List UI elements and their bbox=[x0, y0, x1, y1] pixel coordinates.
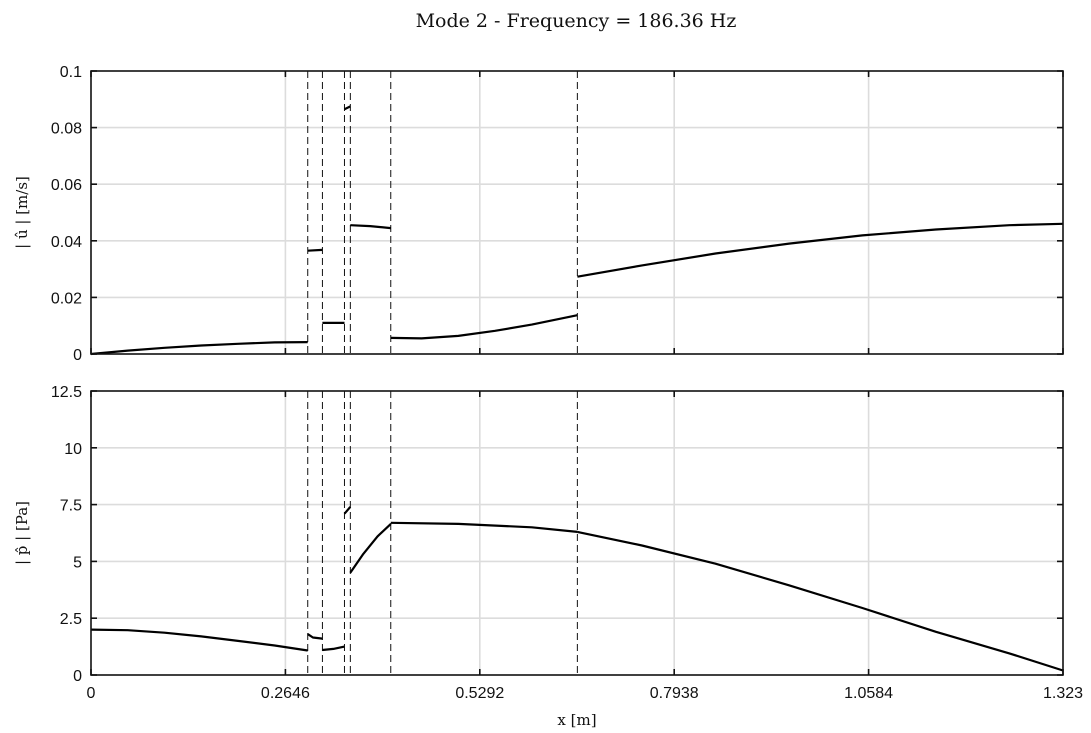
data-series-segment bbox=[307, 248, 323, 252]
data-series-segment bbox=[90, 341, 308, 356]
x-tick-label: 0.5292 bbox=[455, 685, 504, 702]
data-series-segment bbox=[322, 645, 345, 652]
data-series-segment bbox=[343, 506, 352, 515]
y-axis-label: | û | [m/s] bbox=[13, 176, 31, 249]
x-tick-label: 0.2646 bbox=[261, 685, 310, 702]
y-tick-label: 12.5 bbox=[51, 384, 82, 401]
y-tick-label: 0.04 bbox=[51, 234, 82, 251]
x-tick-label: 1.323 bbox=[1043, 685, 1083, 702]
x-tick-label: 0.7938 bbox=[650, 685, 699, 702]
data-series-segment bbox=[577, 222, 1064, 278]
chart-panels: 0 0.02 0.04 0.06 0.08 0.1 | û | [m/s] 0 0.2646 0.… bbox=[13, 64, 1083, 729]
y-axis-label: | p̂ | [Pa] bbox=[13, 501, 31, 565]
x-tick-label: 1.0584 bbox=[844, 685, 893, 702]
y-tick-label: 0 bbox=[73, 347, 82, 364]
y-tick-label: 0 bbox=[73, 668, 82, 685]
y-tick-label: 0.08 bbox=[51, 121, 82, 138]
data-series-segment bbox=[90, 628, 308, 652]
data-series-segment bbox=[350, 224, 391, 230]
y-tick-label: 7.5 bbox=[60, 498, 82, 515]
pressure-panel: 0 0.2646 0.5292 0.7938 1.0584 1.323 0 2.5 5 7.5 10… bbox=[13, 384, 1083, 729]
data-series-segment bbox=[344, 105, 351, 111]
y-tick-label: 0.1 bbox=[60, 64, 82, 81]
data-series-segment bbox=[307, 633, 323, 640]
axes-frame bbox=[90, 70, 1064, 355]
y-tick-label: 2.5 bbox=[60, 611, 82, 628]
x-tick-label: 0 bbox=[87, 685, 96, 702]
x-axis-label: x [m] bbox=[557, 711, 596, 729]
y-tick-label: 0.06 bbox=[51, 177, 82, 194]
y-tick-label: 0.02 bbox=[51, 290, 82, 307]
velocity-panel: 0 0.02 0.04 0.06 0.08 0.1 | û | [m/s] bbox=[13, 64, 1064, 364]
data-series-segment bbox=[390, 521, 578, 533]
y-tick-label: 5 bbox=[73, 554, 82, 571]
figure-title: Mode 2 - Frequency = 186.36 Hz bbox=[416, 10, 737, 32]
data-series-segment bbox=[577, 530, 1064, 672]
data-series-segment bbox=[390, 314, 578, 340]
data-series-segment bbox=[349, 523, 392, 574]
axes-frame bbox=[90, 390, 1064, 676]
y-tick-label: 10 bbox=[64, 441, 82, 458]
